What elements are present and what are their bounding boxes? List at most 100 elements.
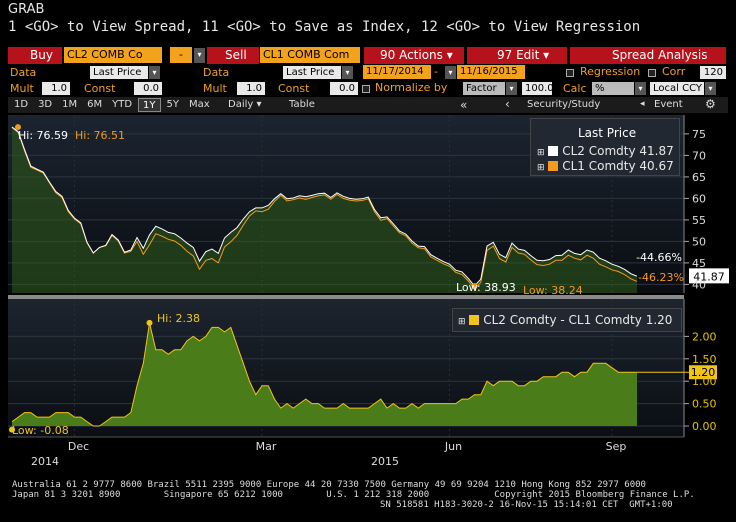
cl2-last-value-box — [689, 268, 729, 284]
event-button[interactable]: Event — [654, 99, 683, 110]
spread-y-tick-label: 1.50 — [692, 353, 717, 366]
normalize-label: Normalize by — [375, 81, 448, 94]
factor-dropdown-icon[interactable]: ▾ — [506, 82, 517, 95]
mult2-field[interactable]: 1.0 — [237, 82, 265, 95]
sell-ticker-field[interactable]: CL1 COMB Com — [260, 47, 360, 63]
price-high-marker — [15, 124, 21, 131]
spread-high-marker — [146, 319, 153, 326]
frequency-label: Daily — [228, 99, 254, 110]
corr-label: Corr — [662, 65, 686, 78]
operator-field[interactable]: - — [170, 47, 192, 63]
period-tab-max[interactable]: Max — [189, 99, 210, 110]
spread-swatch — [469, 315, 480, 325]
price-y-tick-label: 70 — [692, 149, 706, 162]
scroll-left-icon[interactable]: ‹ — [505, 97, 510, 111]
period-tab-1m[interactable]: 1M — [62, 99, 78, 110]
legend-toggle-icon[interactable]: ⊞ — [458, 317, 466, 327]
actions-menu[interactable]: 90 Actions ▾ — [364, 47, 464, 64]
price-y-tick-label: 65 — [692, 171, 706, 184]
const-field[interactable]: 0.0 — [134, 82, 162, 95]
spread-analysis-title: Spread Analysis — [570, 47, 726, 64]
frequency-dropdown[interactable]: Daily ▾ — [228, 99, 262, 110]
calc-field[interactable]: % — [592, 82, 634, 95]
factor-field[interactable]: Factor — [463, 82, 505, 95]
period-tabs: 1D 3D 1M 6M YTD 1Y 5Y Max — [10, 98, 214, 112]
cl2-low-label: Low: 38.93 — [456, 281, 516, 294]
period-tab-5y[interactable]: 5Y — [166, 99, 180, 110]
spread-low-label: Low: -0.08 — [12, 424, 69, 437]
spread-y-tick-label: 0.50 — [692, 398, 717, 411]
spread-area-fill — [12, 322, 637, 427]
data-field[interactable]: Last Price — [90, 66, 148, 79]
spread-y-tick-label: 2.00 — [692, 330, 717, 343]
period-tab-ytd[interactable]: YTD — [112, 99, 133, 110]
end-date-field[interactable]: 11/16/2015 — [457, 65, 525, 79]
footer-line-2: Japan 81 3 3201 8900 Singapore 65 6212 1… — [12, 490, 695, 500]
edit-label: 97 Edit — [497, 48, 540, 62]
x-month-label: Sep — [606, 440, 627, 453]
x-year-label: 2014 — [31, 455, 59, 468]
legend-toggle-icon[interactable]: ⊞ — [537, 163, 545, 173]
legend-toggle-icon[interactable]: ⊞ — [537, 148, 545, 158]
const2-field[interactable]: 0.0 — [330, 82, 358, 95]
currency-field[interactable]: Local CCY — [650, 82, 704, 95]
period-tab-3d[interactable]: 3D — [38, 99, 53, 110]
spread-low-marker — [9, 426, 15, 433]
calc-label: Calc — [563, 82, 587, 95]
corr-checkbox[interactable] — [648, 69, 656, 77]
const-label: Const — [84, 82, 116, 95]
command-hint: 1 <GO> to View Spread, 11 <GO> to Save a… — [8, 19, 641, 35]
calc-dropdown-icon[interactable]: ▾ — [635, 82, 646, 95]
cl1-change-label: -46.23% — [638, 271, 684, 284]
footer: Australia 61 2 9777 8600 Brazil 5511 239… — [12, 480, 695, 510]
currency-dropdown-icon[interactable]: ▾ — [705, 82, 716, 95]
footer-line-3: SN 518581 H183-3020-2 16-Nov-15 15:14:01… — [380, 500, 673, 510]
x-month-label: Mar — [256, 440, 277, 453]
price-low-marker — [471, 283, 478, 290]
window-title: GRAB — [8, 2, 45, 17]
spread-legend: ⊞ CL2 Comdty - CL1 Comdty 1.20 — [452, 308, 682, 332]
operator-dropdown-icon[interactable]: ▾ — [194, 48, 205, 63]
legend-row-cl1: ⊞ CL1 Comdty 40.67 — [537, 159, 674, 173]
spread-legend-last: 1.20 — [645, 313, 673, 327]
edit-menu[interactable]: 97 Edit ▾ — [467, 47, 567, 64]
factor-value-field[interactable]: 100.0 — [522, 82, 554, 95]
regression-checkbox[interactable] — [566, 69, 574, 77]
price-area-fill — [12, 127, 637, 293]
cl2-last-value-label: 41.87 — [693, 270, 725, 283]
data-label: Data — [10, 66, 37, 79]
table-button[interactable]: Table — [289, 99, 315, 110]
sell-button[interactable]: Sell — [207, 47, 259, 64]
spread-line — [11, 322, 637, 427]
security-study-button[interactable]: Security/Study — [527, 99, 601, 110]
data-dropdown-icon[interactable]: ▾ — [149, 66, 160, 79]
x-month-label: Jun — [444, 440, 462, 453]
mult-field[interactable]: 1.0 — [42, 82, 70, 95]
footer-line-1: Australia 61 2 9777 8600 Brazil 5511 239… — [12, 480, 646, 490]
corr-window-field[interactable]: 120 — [700, 66, 726, 79]
mult-label: Mult — [10, 82, 34, 95]
period-tab-6m[interactable]: 6M — [87, 99, 103, 110]
price-y-tick-label: 50 — [692, 235, 706, 248]
start-date-field[interactable]: 11/17/2014 — [363, 65, 431, 79]
settings-gear-icon[interactable]: ⚙ — [705, 97, 716, 111]
cl1-high-label: Hi: 76.51 — [75, 129, 125, 142]
panel-divider[interactable] — [8, 295, 684, 299]
buy-button[interactable]: Buy — [8, 47, 62, 64]
buy-ticker-field[interactable]: CL2 COMB Co — [64, 47, 162, 63]
data2-dropdown-icon[interactable]: ▾ — [342, 66, 353, 79]
period-tab-1d[interactable]: 1D — [14, 99, 29, 110]
cl2-legend-name: CL2 Comdty — [562, 144, 636, 158]
price-y-tick-label: 45 — [692, 257, 706, 270]
price-legend: Last Price ⊞ CL2 Comdty 41.87 ⊞ CL1 Comd… — [530, 118, 680, 176]
period-tab-1y[interactable]: 1Y — [138, 98, 161, 112]
price-y-tick-label: 55 — [692, 214, 706, 227]
cl2-change-label: -44.66% — [636, 251, 682, 264]
data2-field[interactable]: Last Price — [283, 66, 341, 79]
event-flag-icon: ◂ — [640, 99, 645, 109]
price-y-tick-label: 40 — [692, 278, 706, 291]
date-range-icon[interactable]: ▾ — [445, 66, 456, 79]
data2-label: Data — [203, 66, 230, 79]
normalize-checkbox[interactable] — [362, 85, 370, 93]
collapse-left-icon[interactable]: « — [460, 98, 468, 112]
